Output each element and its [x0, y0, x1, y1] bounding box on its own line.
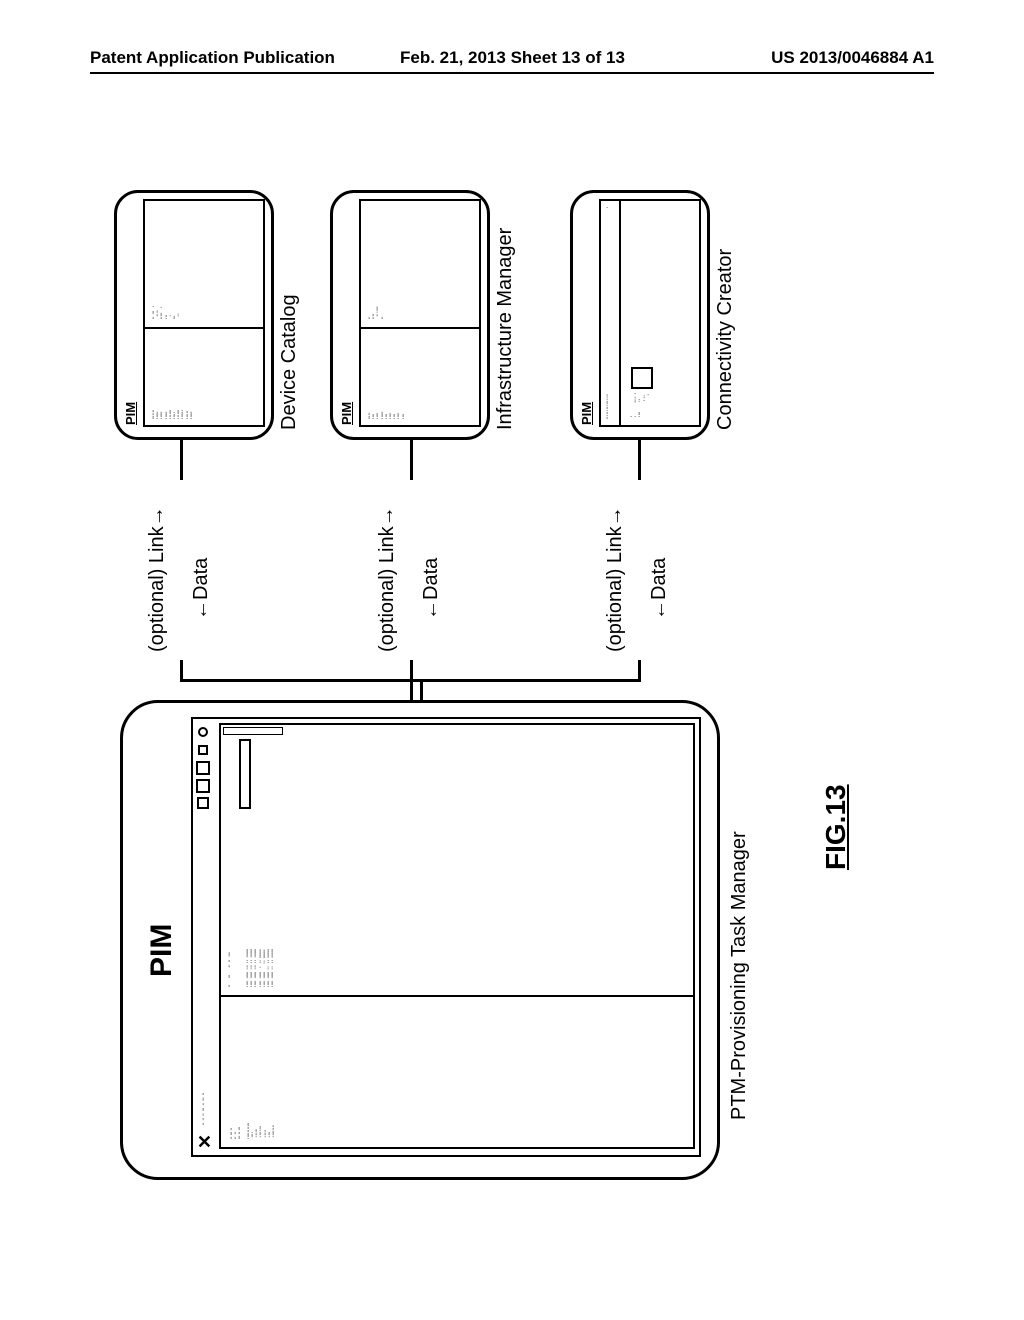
connectivity-creator-window: PIM ▪▪ ▪ ▪▪ ▪ ▪▪ ▪ ▪▪▪ ▪ ▪ ▪▪ ▪ ▪ ▪▪ ▪ ▪… — [570, 190, 710, 440]
menu-placeholder: ▪▪ ▪▪ ▪▪ ▪▪▪ ▪▪ ▪▪▪ ▪▪ — [201, 1093, 205, 1125]
win3-caption: Connectivity Creator — [714, 249, 737, 430]
data-label-3: ←Data — [648, 558, 671, 620]
toolbar-box-1[interactable] — [197, 797, 209, 809]
ptm-window: PIM ✕ ▪▪ ▪▪ ▪▪ ▪▪▪ ▪▪ ▪▪▪ ▪▪ — [120, 700, 720, 1180]
link-label-1: (optional) Link→ — [146, 506, 169, 652]
toolbar-circle[interactable] — [198, 727, 208, 737]
panel-divider — [221, 995, 693, 997]
list-rows: ▪ ▪▪▪▪ ▪▪▪▪▪▪ ▪ ▪▪ ▪ ▪ ▪▪▪▪▪▪▪▪ ▪ ▪▪▪▪ ▪… — [245, 949, 274, 987]
header-date-sheet: Feb. 21, 2013 Sheet 13 of 13 — [400, 48, 625, 68]
win2-divider — [361, 328, 479, 330]
selected-row-box — [239, 739, 251, 809]
ptm-title: PIM — [145, 924, 179, 977]
conn-trunk-1 — [410, 682, 413, 700]
conn-to-win1 — [180, 440, 183, 480]
win2-right-text: ▪▪ ▪▪ ▪▪ ▪▪ ▪ ▪▪▪▪ ▪▪ — [367, 307, 384, 319]
toolbar-box-4[interactable] — [198, 745, 208, 755]
win1-frame: ▪▪▪ ▪▪ ▪▪ ▪ ▪▪▪▪▪ ▪ ▪▪▪▪▪ ▪ ▪▪▪▪▪ ▪ ▪▪ ▪… — [143, 199, 265, 427]
data-label-1: ←Data — [190, 558, 213, 620]
conn-branch-2 — [410, 660, 413, 682]
infrastructure-manager-window: PIM ▪▪▪ ▪▪ ▪ ▪▪▪ ▪ ▪▪▪▪ ▪ ▪▪▪▪▪ ▪ ▪▪▪ ▪ … — [330, 190, 490, 440]
ptm-caption: PTM-Provisioning Task Manager — [728, 831, 751, 1120]
ptm-frame-outer: ✕ ▪▪ ▪▪ ▪▪ ▪▪▪ ▪▪ ▪▪▪ ▪▪ ▪▪ ▪▪▪ ▪▪ ▪▪ — [191, 717, 701, 1157]
win1-left-text: ▪▪▪ ▪▪ ▪▪ ▪ ▪▪▪▪▪ ▪ ▪▪▪▪▪ ▪ ▪▪▪▪▪ ▪ ▪▪ ▪… — [151, 410, 193, 419]
win3-corner-text: ▪ — [605, 207, 609, 208]
page-root: Patent Application Publication Feb. 21, … — [0, 0, 1024, 1320]
toolbar-box-3[interactable] — [196, 761, 210, 775]
toolbar-box-2[interactable] — [196, 779, 210, 793]
figure-label: FIG.13 — [820, 784, 852, 870]
win3-inner-box — [631, 367, 653, 389]
scrollbar[interactable] — [223, 727, 283, 735]
list-header: ▪▪ ▪▪▪ ▪▪ ▪▪ ▪▪▪▪ — [227, 952, 231, 987]
link-label-3: (optional) Link→ — [604, 506, 627, 652]
conn-to-win3 — [638, 440, 641, 480]
win3-frame: ▪▪ ▪ ▪▪ ▪ ▪▪ ▪ ▪▪▪ ▪ ▪ ▪▪ ▪ ▪ ▪▪ ▪ ▪ ▪ ▪… — [599, 199, 701, 427]
win3-top-text: ▪▪ ▪ ▪▪ ▪ ▪▪ ▪ ▪▪▪ ▪ ▪ ▪▪ — [605, 394, 609, 419]
diagram-rotated: PIM ✕ ▪▪ ▪▪ ▪▪ ▪▪▪ ▪▪ ▪▪▪ ▪▪ — [120, 140, 920, 1180]
conn-branch-3 — [638, 660, 641, 682]
conn-branch-1 — [180, 660, 183, 682]
conn-to-win2 — [410, 440, 413, 480]
win2-caption: Infrastructure Manager — [494, 228, 517, 430]
win1-caption: Device Catalog — [278, 294, 301, 430]
win1-title: PIM — [123, 402, 138, 425]
data-label-2: ←Data — [420, 558, 443, 620]
header-publication: Patent Application Publication — [90, 48, 335, 68]
win2-title: PIM — [339, 402, 354, 425]
win2-left-text: ▪▪▪ ▪▪ ▪ ▪▪▪ ▪ ▪▪▪▪ ▪ ▪▪▪▪▪ ▪ ▪▪▪ ▪ ▪▪▪▪… — [367, 412, 405, 419]
conn-trunk-2 — [420, 682, 423, 700]
ptm-frame-inner: ▪▪ ▪▪▪ ▪▪ ▪▪ ▪▪ ▪▪▪ ▪▪ ▪▪▪ ▪ ▪▪▪▪ ▪▪ ▪▪ … — [219, 723, 695, 1149]
win2-frame: ▪▪▪ ▪▪ ▪ ▪▪▪ ▪ ▪▪▪▪ ▪ ▪▪▪▪▪ ▪ ▪▪▪ ▪ ▪▪▪▪… — [359, 199, 481, 427]
device-catalog-window: PIM ▪▪▪ ▪▪ ▪▪ ▪ ▪▪▪▪▪ ▪ ▪▪▪▪▪ ▪ ▪▪▪▪▪ ▪ … — [114, 190, 274, 440]
close-icon[interactable]: ✕ — [195, 1134, 216, 1149]
header-pubnum: US 2013/0046884 A1 — [771, 48, 934, 68]
win1-right-text: ▪▪ ▪▪▪ ▪ ▪▪ ▪▪ ▪▪ ▪▪▪ ▪ ▪ ▪▪ ▪ ▪▪▪ ▪ ▪ — [151, 306, 180, 319]
win3-body-text: ▪ ▪ ▪▪ ▪ ▪ ▪ ▪ ▪▪▪ ▪ ▪ ▪ ▪ ▪ ▪ — [629, 393, 650, 417]
win1-divider — [145, 328, 263, 330]
win3-hline — [619, 201, 621, 425]
win3-title: PIM — [579, 402, 594, 425]
link-label-2: (optional) Link→ — [376, 506, 399, 652]
header-rule — [90, 72, 934, 74]
tree-text: ▪▪ ▪▪▪ ▪▪ ▪▪ ▪▪ ▪▪▪ ▪▪ ▪▪▪ ▪ ▪▪▪▪ ▪▪ ▪▪ … — [229, 1123, 275, 1139]
